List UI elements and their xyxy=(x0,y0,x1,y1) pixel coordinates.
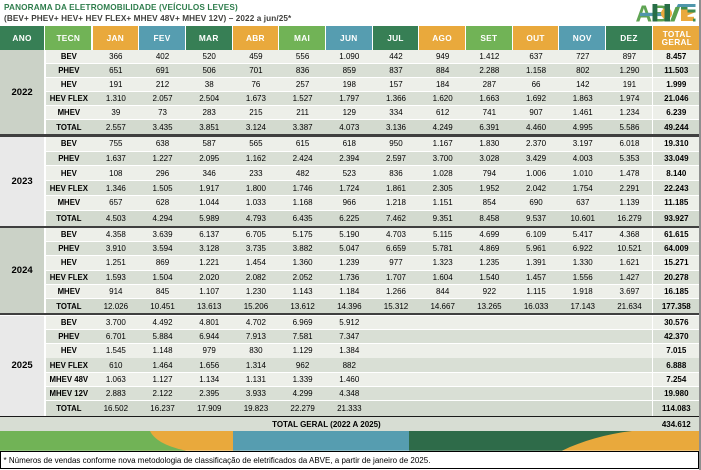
svg-text:A: A xyxy=(636,4,653,22)
